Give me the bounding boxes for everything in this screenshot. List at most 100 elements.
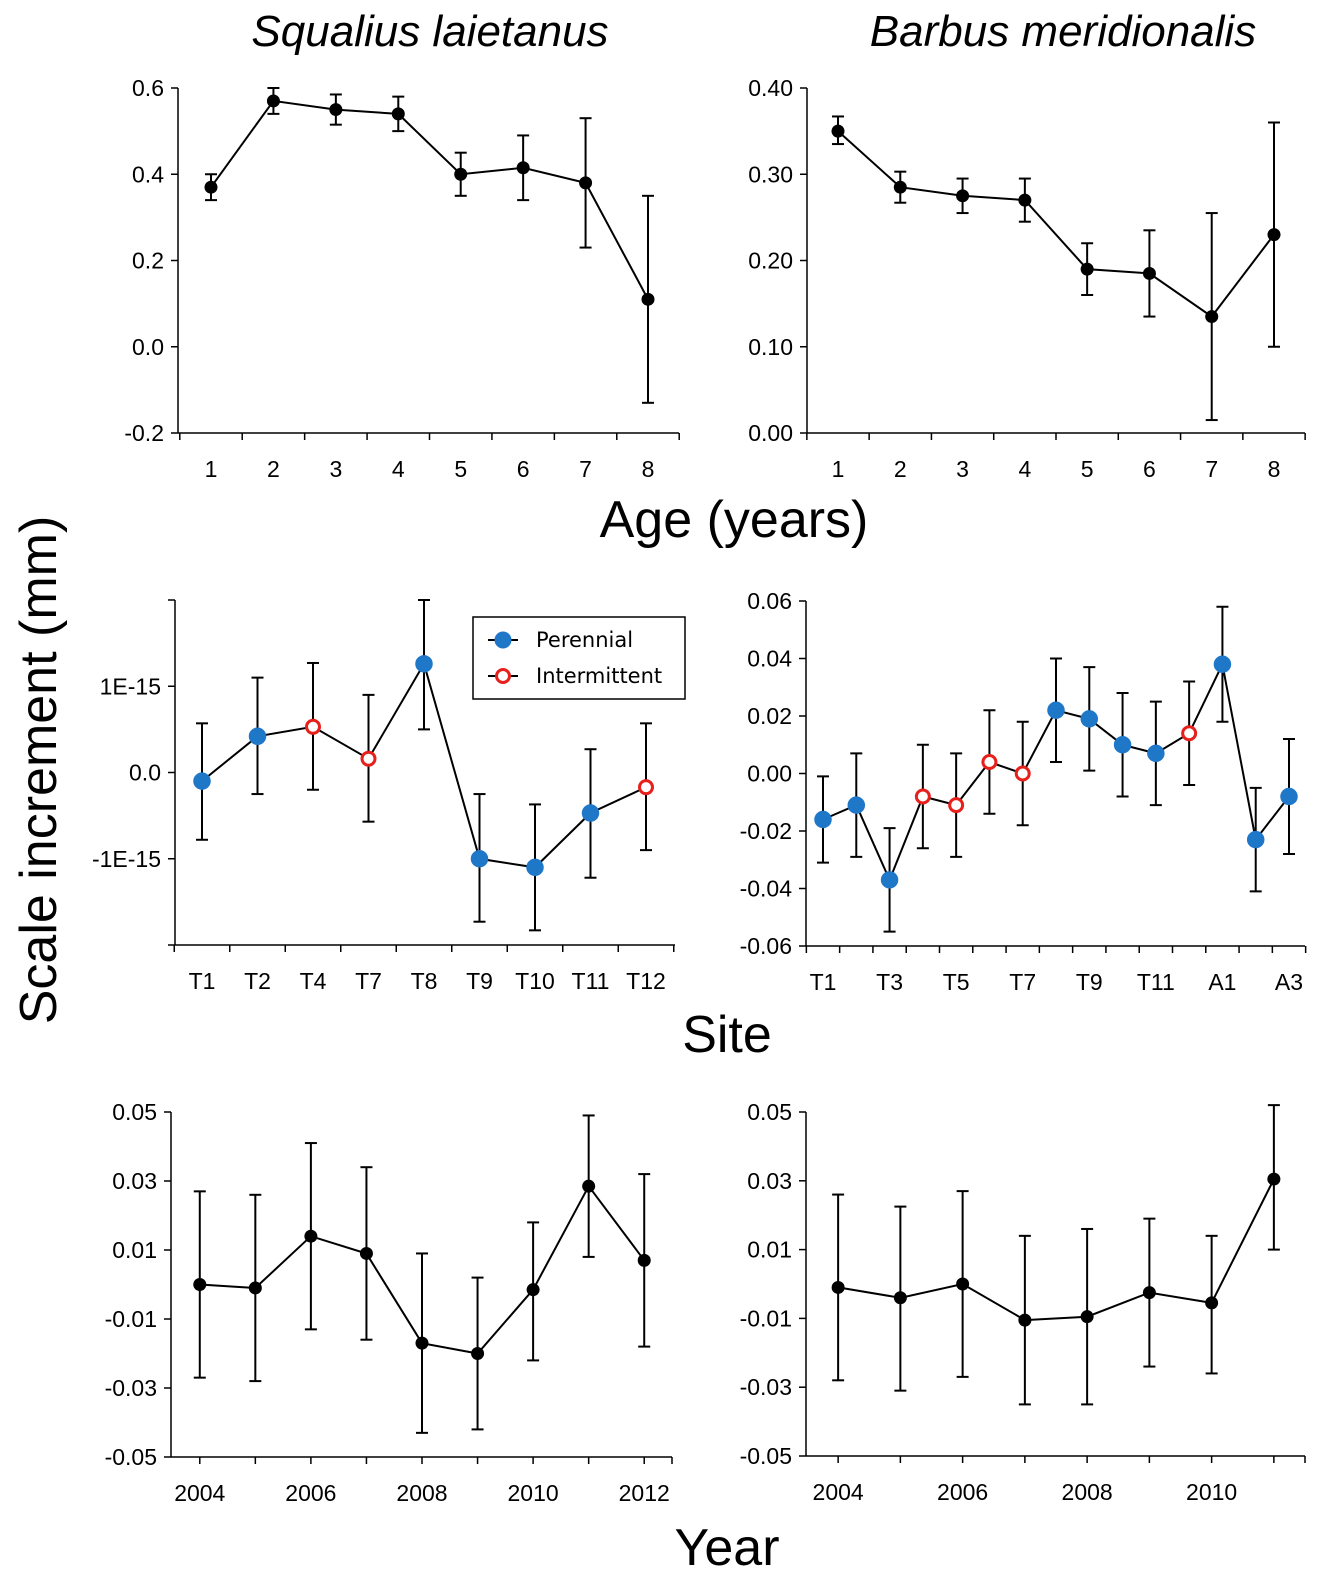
data-point-intermittent xyxy=(1014,765,1031,782)
y-tick-label: 0.2 xyxy=(132,248,164,274)
x-tick-label: T9 xyxy=(466,968,493,994)
data-point-perennial xyxy=(415,655,433,673)
data-point xyxy=(471,1347,485,1360)
x-tick-label: T11 xyxy=(1137,969,1175,995)
x-axis-label-year: Year xyxy=(674,1519,779,1577)
data-point-intermittent xyxy=(638,779,654,796)
data-point xyxy=(1142,1286,1156,1300)
data-point xyxy=(579,176,593,190)
x-tick-label: 6 xyxy=(1143,456,1156,482)
x-tick-label: T1 xyxy=(810,969,837,995)
legend-marker-perennial xyxy=(494,631,512,649)
data-point xyxy=(359,1246,373,1260)
y-tick-label: 0.05 xyxy=(112,1099,157,1125)
data-point xyxy=(831,1280,845,1294)
x-tick-label: T5 xyxy=(943,969,970,995)
panel-site-squalius: -1E-15 0.0 1E-15 T1 T2 T4 T7 T8 T9 T10 T11 T12 xyxy=(92,599,675,994)
data-point-perennial xyxy=(1280,787,1298,806)
data-point-perennial xyxy=(847,796,866,814)
legend-box xyxy=(472,616,686,700)
y-tick-label: -0.06 xyxy=(740,933,792,959)
x-tick-label: 3 xyxy=(329,456,342,482)
panel-year-barbus: -0.05 -0.03 -0.01 0.01 0.03 0.05 2004 2006 2008 2… xyxy=(740,1099,1306,1505)
data-point xyxy=(415,1336,429,1350)
x-axis-label-site: Site xyxy=(682,1006,772,1064)
data-point xyxy=(1205,310,1219,324)
data-point-perennial xyxy=(193,772,211,790)
x-tick-label: 2 xyxy=(267,456,280,482)
x-tick-label: A3 xyxy=(1275,969,1303,995)
x-tick-label: 2 xyxy=(894,456,907,482)
y-tick-label: -1E-15 xyxy=(92,846,161,872)
x-tick-label: 2006 xyxy=(937,1479,988,1505)
y-tick-label: 0.00 xyxy=(747,761,792,787)
data-point xyxy=(1205,1296,1219,1310)
x-tick-label: T11 xyxy=(572,968,610,994)
data-point xyxy=(893,180,907,194)
x-tick-label: 7 xyxy=(1205,456,1218,482)
x-tick-label: 2008 xyxy=(396,1480,447,1506)
y-tick-label: 0.01 xyxy=(747,1237,792,1263)
x-tick-label: 2006 xyxy=(285,1480,336,1506)
data-point-perennial xyxy=(1213,655,1232,673)
data-point xyxy=(641,292,655,306)
panel-year-squalius: -0.05 -0.03 -0.01 0.01 0.03 0.05 2004 2006 2008 2… xyxy=(105,1099,673,1506)
y-tick-label: 0.10 xyxy=(748,334,793,360)
y-tick-label: 0.30 xyxy=(748,161,793,187)
y-tick-label: 0.40 xyxy=(748,75,793,101)
data-point xyxy=(391,107,405,121)
y-tick-label: 0.05 xyxy=(747,1099,792,1125)
data-point-perennial xyxy=(1047,701,1065,719)
x-tick-label: 2010 xyxy=(508,1480,559,1506)
y-tick-label: -0.2 xyxy=(124,420,164,446)
y-tick-label: -0.02 xyxy=(740,818,792,844)
x-tick-label: 8 xyxy=(642,456,655,482)
y-tick-label: 0.03 xyxy=(747,1168,792,1194)
panel-age-barbus: 0.00 0.10 0.20 0.30 0.40 1 2 3 4 5 6 7 8 xyxy=(748,75,1306,482)
y-tick-label: -0.03 xyxy=(105,1375,157,1401)
data-point xyxy=(516,161,530,175)
series-line xyxy=(210,99,649,300)
data-point-intermittent xyxy=(360,750,377,767)
x-tick-label: T8 xyxy=(411,968,438,994)
y-tick-label: -0.05 xyxy=(105,1444,157,1470)
data-point xyxy=(637,1253,651,1267)
data-point-perennial xyxy=(526,858,544,877)
data-point xyxy=(329,103,343,117)
data-point xyxy=(1080,1310,1094,1324)
x-tick-label: 2010 xyxy=(1186,1479,1237,1505)
x-tick-label: 1 xyxy=(205,456,218,482)
x-axis-label-age: Age (years) xyxy=(600,491,869,549)
x-tick-label: 7 xyxy=(579,456,592,482)
y-tick-label: 0.06 xyxy=(747,588,792,614)
data-point xyxy=(831,124,845,138)
x-tick-label: T9 xyxy=(1076,969,1103,995)
panel-site-barbus: -0.06 -0.04 -0.02 0.00 0.02 0.04 0.06 T1 T3 T5 T7 T… xyxy=(740,588,1307,995)
legend: Perennial Intermittent xyxy=(472,616,686,700)
data-point xyxy=(193,1278,207,1291)
data-point-intermittent xyxy=(305,718,321,735)
y-tick-label: 0.0 xyxy=(129,760,161,786)
x-tick-label: 2004 xyxy=(174,1480,225,1506)
data-point xyxy=(893,1291,907,1305)
data-point-perennial xyxy=(1080,710,1099,728)
data-point-intermittent xyxy=(948,797,965,814)
y-tick-label: -0.03 xyxy=(740,1374,792,1400)
data-point-perennial xyxy=(1147,744,1165,763)
title-left: Squalius laietanus xyxy=(251,7,608,56)
y-tick-label: -0.01 xyxy=(740,1305,792,1331)
x-tick-label: 3 xyxy=(956,456,969,482)
data-point-intermittent xyxy=(981,754,998,770)
x-tick-label: 5 xyxy=(454,456,467,482)
x-tick-label: 2004 xyxy=(813,1479,864,1505)
data-point xyxy=(454,167,468,181)
x-tick-label: T2 xyxy=(244,968,271,994)
y-tick-label: 0.4 xyxy=(132,161,164,187)
y-tick-label: -0.05 xyxy=(740,1443,792,1469)
data-point-intermittent xyxy=(914,788,931,805)
data-point-perennial xyxy=(248,727,267,746)
y-tick-label: 0.02 xyxy=(747,703,792,729)
y-tick-label: -0.04 xyxy=(740,876,793,902)
y-tick-label: 0.04 xyxy=(747,646,792,672)
title-right: Barbus meridionalis xyxy=(870,7,1256,56)
